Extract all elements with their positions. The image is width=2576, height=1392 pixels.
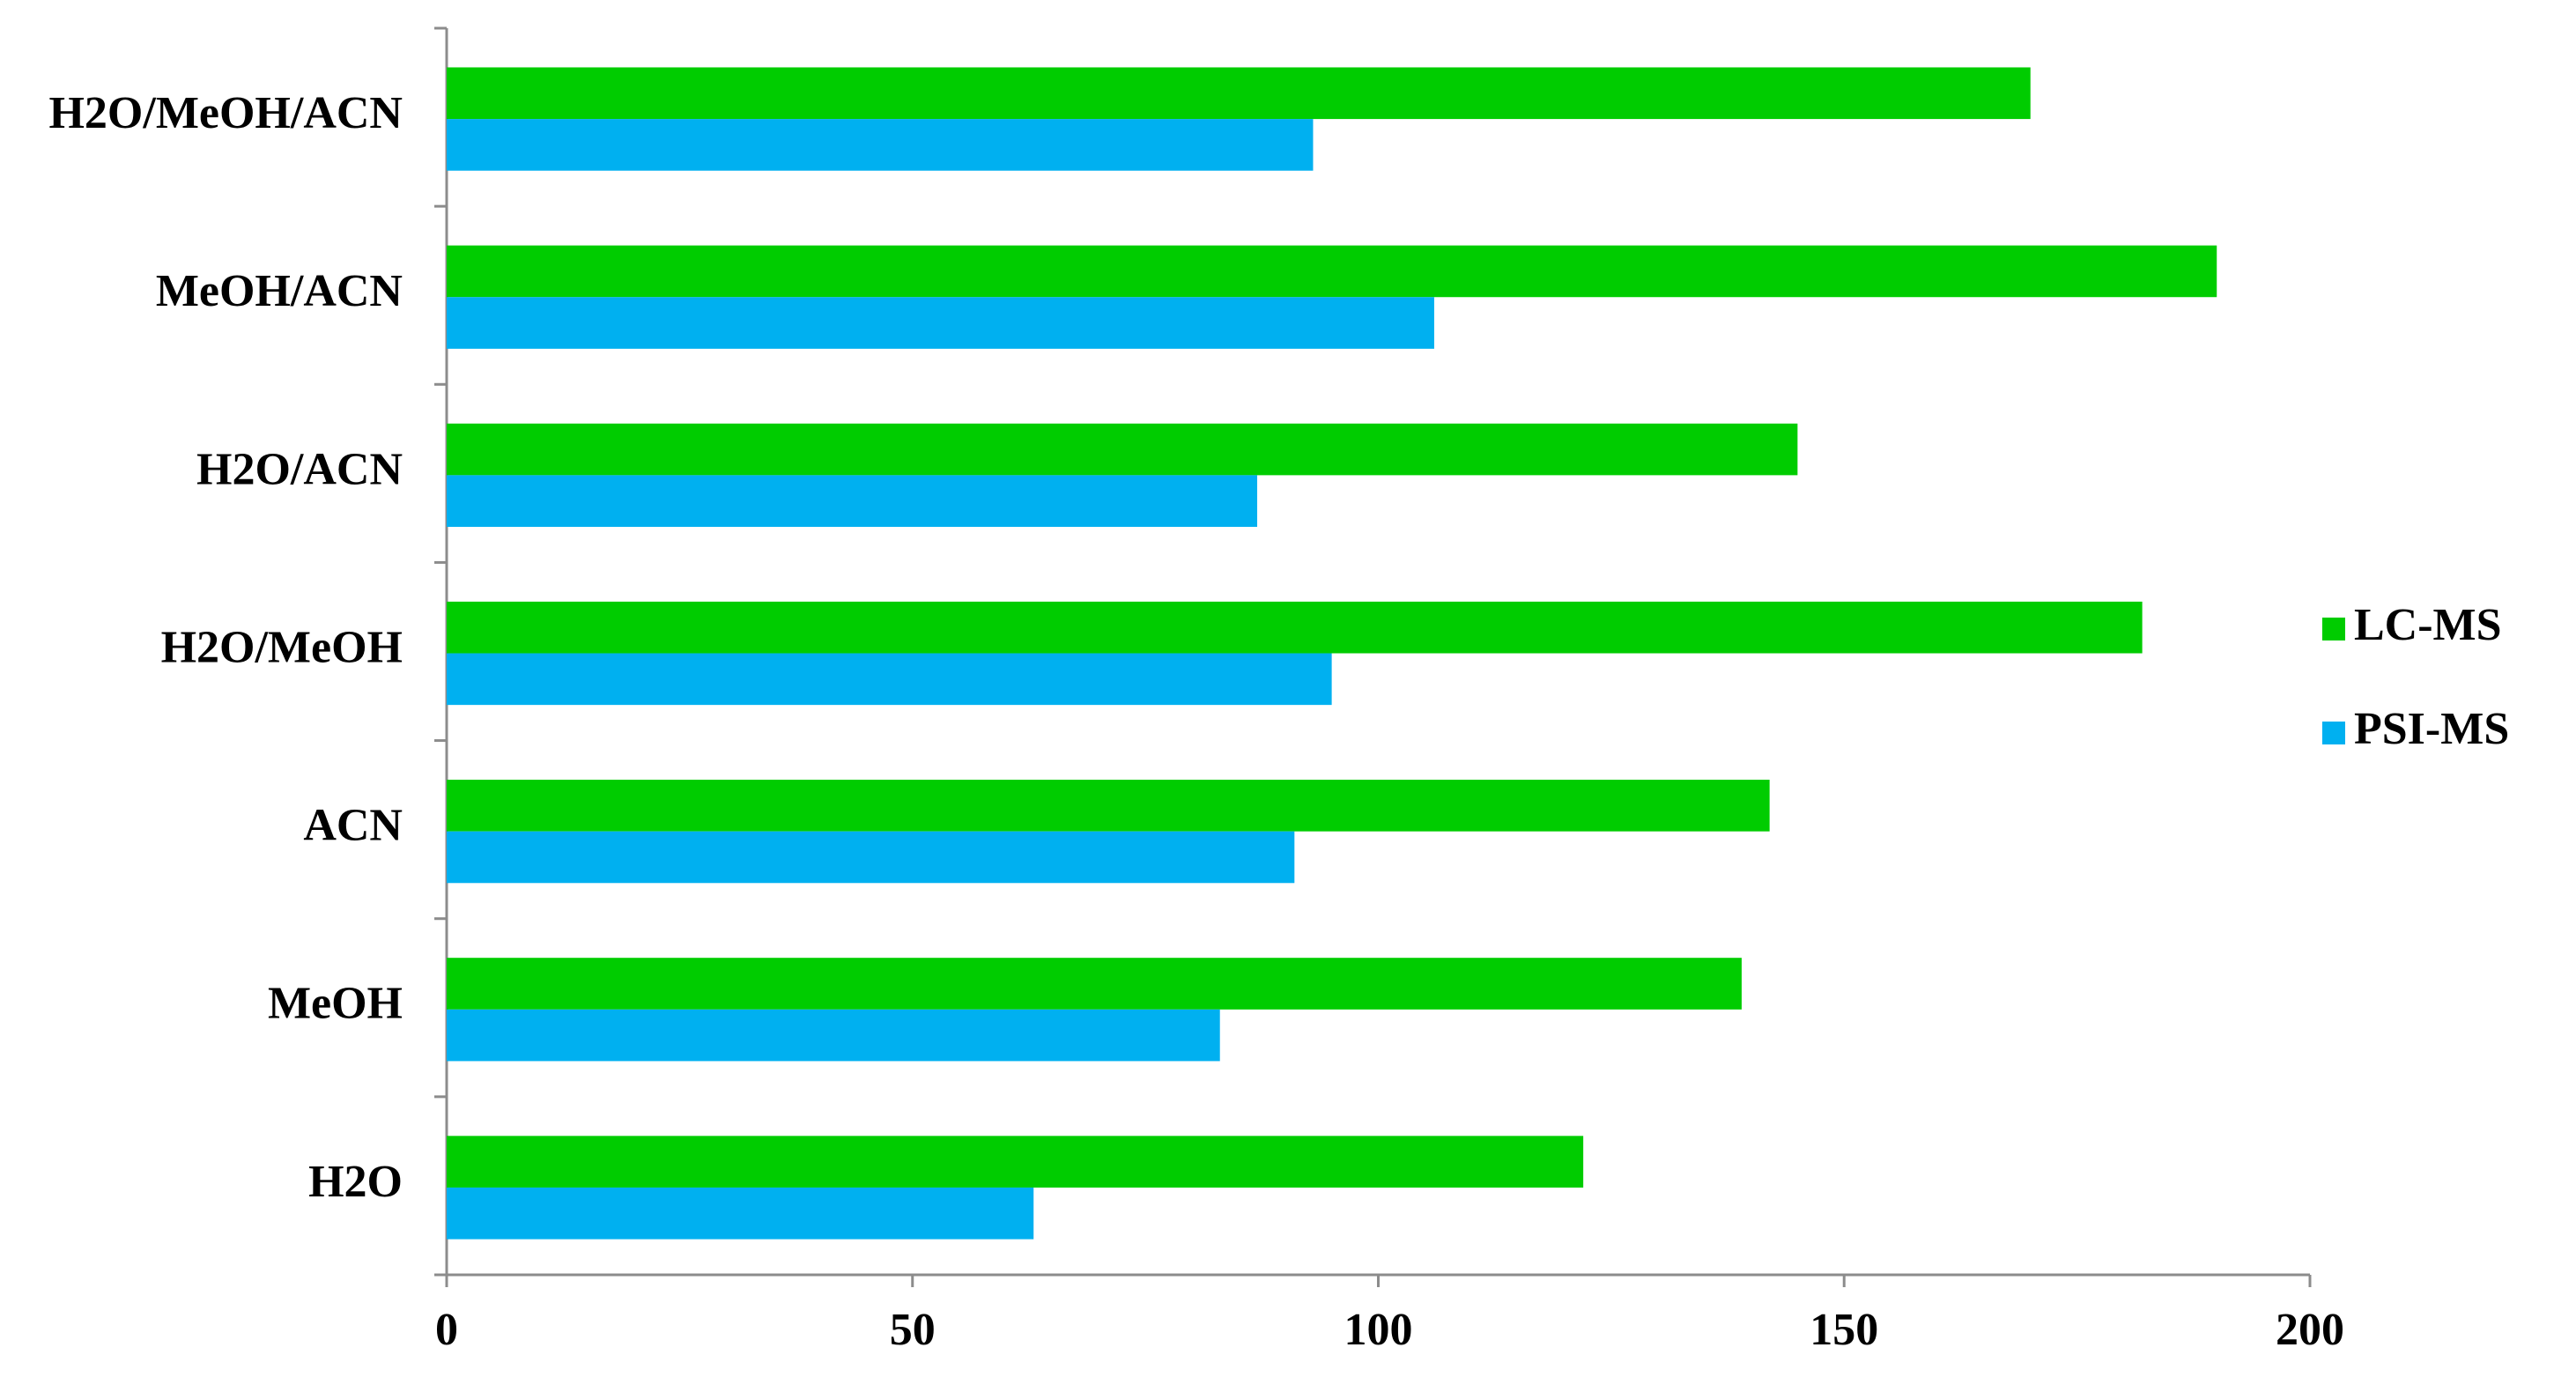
legend-swatch [2322, 722, 2345, 744]
bar [447, 475, 1258, 527]
bar [447, 245, 2217, 298]
bar [447, 958, 1742, 1010]
bar [447, 1009, 1220, 1062]
x-tick-label: 0 [435, 1305, 458, 1355]
bar [447, 119, 1314, 171]
y-tick-label: MeOH [268, 979, 403, 1029]
bar [447, 1187, 1034, 1240]
bar [447, 1136, 1584, 1188]
y-tick-label: H2O/MeOH/ACN [48, 88, 403, 138]
bar [447, 601, 2143, 654]
legend-label: LC-MS [2354, 600, 2502, 650]
bar [447, 831, 1295, 884]
y-tick-label: ACN [303, 801, 403, 851]
legend-swatch [2322, 618, 2345, 640]
y-tick-label: MeOH/ACN [156, 266, 403, 316]
bar [447, 653, 1332, 706]
x-tick-label: 200 [2276, 1305, 2344, 1355]
bar [447, 67, 2031, 120]
x-tick-label: 100 [1344, 1305, 1413, 1355]
bar [447, 423, 1798, 476]
x-tick-label: 150 [1810, 1305, 1878, 1355]
y-tick-label: H2O/ACN [196, 444, 403, 494]
y-tick-label: H2O/MeOH [161, 622, 403, 672]
x-tick-label: 50 [890, 1305, 936, 1355]
bar [447, 297, 1434, 349]
legend-label: PSI-MS [2354, 704, 2509, 754]
y-tick-label: H2O [308, 1157, 403, 1207]
bar [447, 780, 1770, 832]
